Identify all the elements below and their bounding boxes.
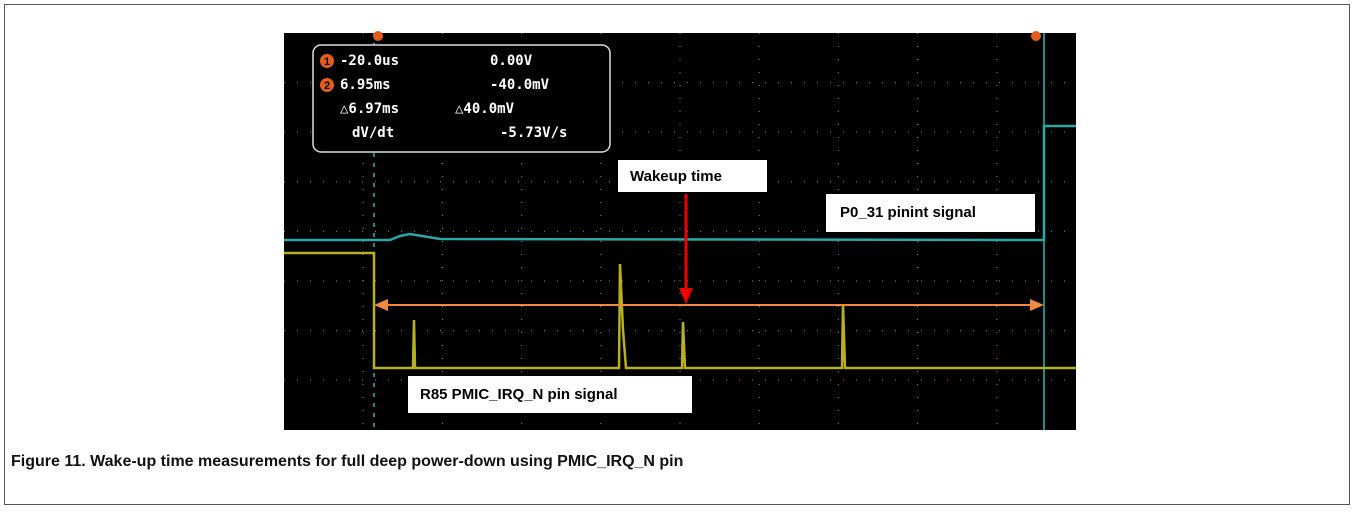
readout-time: dV/dt: [352, 125, 394, 141]
r85-label: R85 PMIC_IRQ_N pin signal: [420, 386, 618, 403]
readout-volt: -40.0mV: [490, 77, 550, 93]
readout-volt: 0.00V: [490, 53, 533, 69]
wakeup-label: Wakeup time: [630, 168, 722, 185]
page: 1 -20.0us 0.00V 2 6.95ms -40.0mV △6.97ms △40.0m…: [0, 0, 1354, 508]
readout-time: 6.95ms: [340, 77, 391, 93]
readout-volt: △40.0mV: [455, 101, 515, 117]
cursor-number: 2: [324, 80, 330, 92]
readout-volt: -5.73V/s: [500, 125, 567, 141]
cursor-1-marker: [373, 31, 383, 41]
readout-time: -20.0us: [340, 53, 399, 69]
cursor-2-marker: [1031, 31, 1041, 41]
figure: 1 -20.0us 0.00V 2 6.95ms -40.0mV △6.97ms △40.0m…: [0, 0, 1354, 508]
p0-31-label: P0_31 pinint signal: [840, 204, 976, 221]
readout-time: △6.97ms: [340, 101, 399, 117]
cursor-number: 1: [324, 56, 330, 68]
caption: Figure 11. Wake-up time measurements for…: [11, 453, 683, 470]
